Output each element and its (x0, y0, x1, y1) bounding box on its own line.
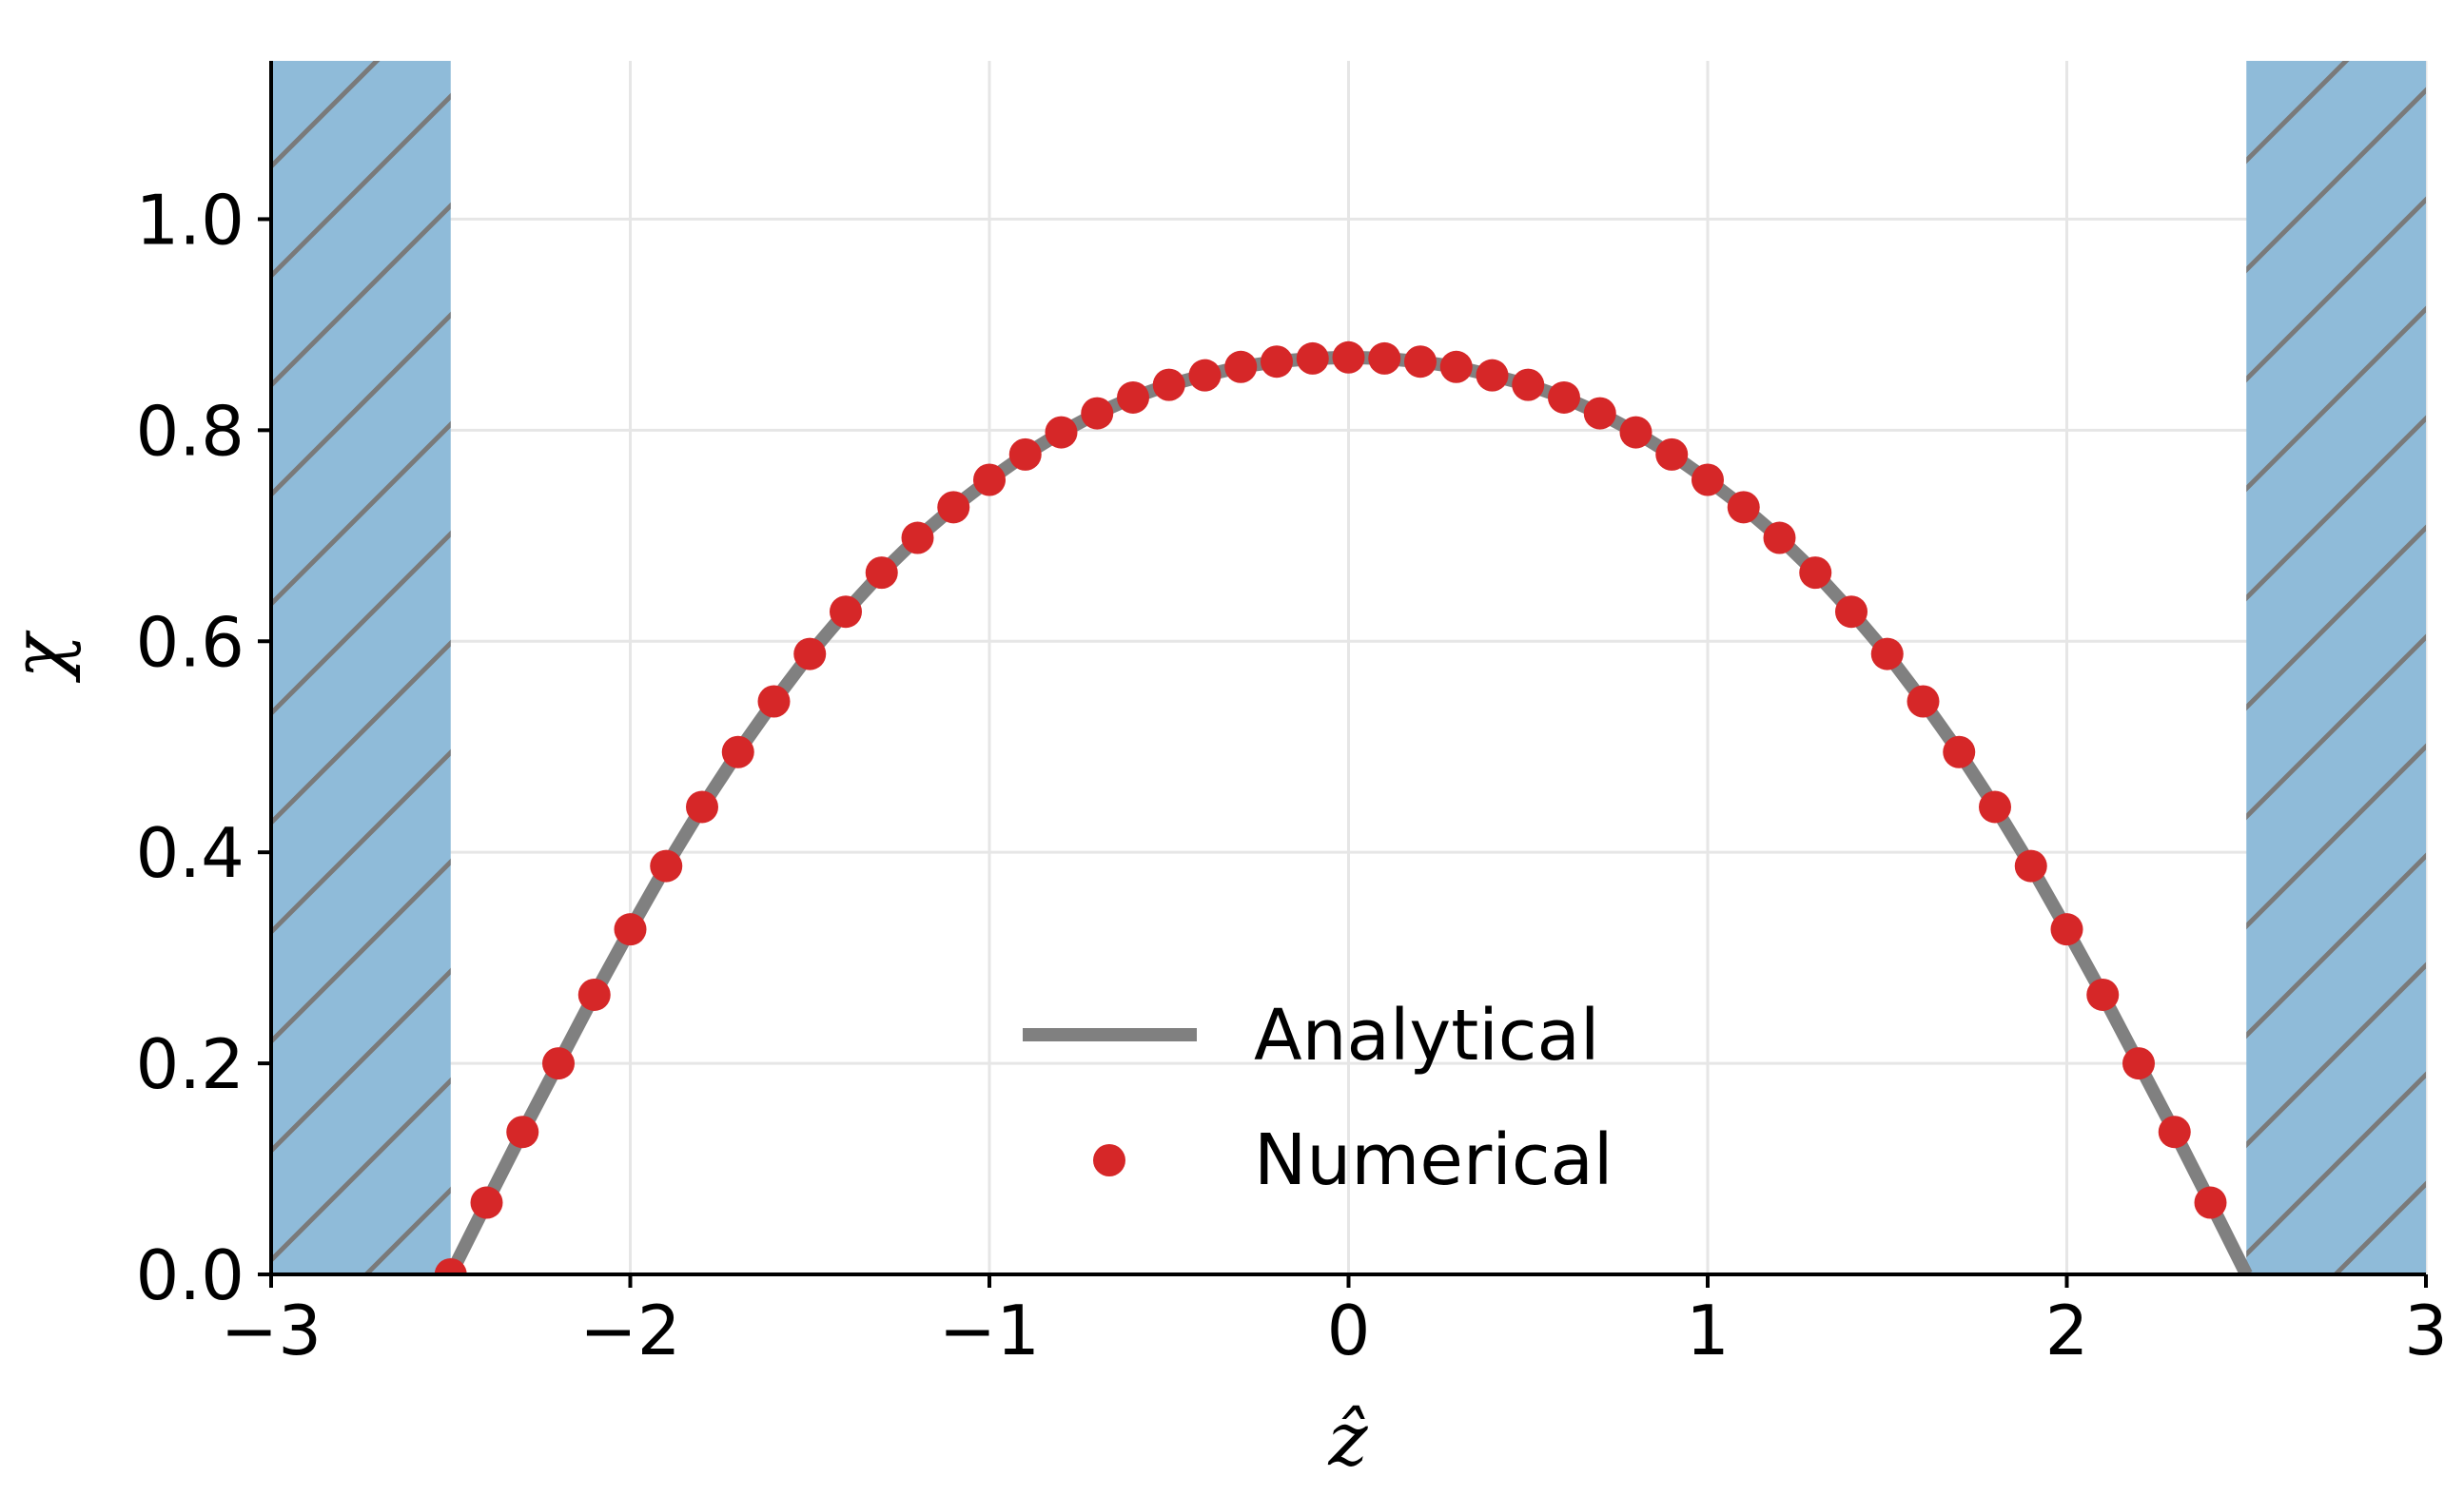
data-point-numerical-43 (1979, 790, 2011, 824)
data-point-numerical-22 (1224, 350, 1258, 383)
y-tick-label-2: 0.4 (135, 813, 244, 893)
data-point-numerical-13 (901, 521, 934, 554)
data-point-numerical-1 (470, 1186, 503, 1219)
data-point-numerical-10 (793, 637, 827, 670)
data-point-numerical-47 (2122, 1047, 2155, 1080)
data-point-numerical-3 (542, 1047, 575, 1080)
x-axis-label: ẑ (1327, 1397, 1368, 1483)
data-point-numerical-29 (1476, 359, 1509, 392)
data-point-numerical-15 (973, 463, 1006, 496)
x-tick-label-4: 1 (1686, 1291, 1730, 1370)
grid (269, 61, 2428, 1276)
legend-numerical-label: Numerical (1254, 1119, 1613, 1201)
ticks: −3 −2 −1 0 1 2 3 0.0 0.2 0.4 0.6 0.8 1.0 (135, 180, 2447, 1370)
data-point-numerical-9 (757, 685, 791, 718)
shaded-region-hatch-0 (271, 61, 451, 1274)
y-tick-label-5: 1.0 (135, 180, 244, 260)
data-point-numerical-44 (2014, 849, 2047, 883)
y-tick-label-0: 0.0 (135, 1235, 244, 1315)
data-point-numerical-20 (1152, 368, 1185, 401)
data-point-numerical-38 (1799, 556, 1832, 590)
data-point-numerical-35 (1692, 463, 1724, 496)
data-point-numerical-49 (2194, 1186, 2227, 1219)
x-tick-label-2: −1 (939, 1291, 1040, 1370)
data-point-numerical-30 (1512, 368, 1545, 401)
data-point-numerical-27 (1404, 345, 1437, 379)
y-axis-label: χ (0, 630, 83, 684)
data-point-numerical-31 (1548, 380, 1580, 414)
data-point-numerical-6 (650, 849, 683, 883)
data-point-numerical-12 (865, 556, 898, 590)
data-point-numerical-41 (1907, 685, 1940, 718)
data-point-numerical-19 (1117, 380, 1149, 414)
y-tick-label-4: 0.8 (135, 391, 244, 471)
data-point-numerical-5 (614, 913, 647, 946)
data-point-numerical-40 (1870, 637, 1904, 670)
data-point-numerical-14 (937, 491, 970, 524)
data-point-numerical-18 (1081, 397, 1114, 430)
data-point-numerical-34 (1655, 437, 1689, 471)
x-tick-label-6: 3 (2404, 1291, 2448, 1370)
x-tick-label-1: −2 (579, 1291, 680, 1370)
data-point-numerical-45 (2050, 913, 2083, 946)
legend-analytical-label: Analytical (1254, 995, 1599, 1077)
y-tick-label-3: 0.6 (135, 602, 244, 682)
shaded-region-hatch-1 (2246, 61, 2426, 1274)
legend: Analytical Numerical (1023, 995, 1613, 1201)
data-point-numerical-36 (1727, 491, 1760, 524)
x-tick-label-5: 2 (2045, 1291, 2089, 1370)
data-point-numerical-33 (1619, 416, 1652, 449)
data-point-numerical-0 (434, 1258, 467, 1274)
data-point-numerical-16 (1008, 437, 1042, 471)
x-tick-label-3: 0 (1327, 1291, 1371, 1370)
data-point-numerical-7 (686, 790, 718, 824)
data-point-numerical-28 (1439, 350, 1473, 383)
data-point-numerical-21 (1188, 359, 1222, 392)
data-point-numerical-8 (721, 735, 754, 768)
data-point-numerical-17 (1045, 416, 1078, 449)
data-point-numerical-46 (2086, 978, 2120, 1011)
data-point-numerical-37 (1763, 521, 1796, 554)
data-point-numerical-23 (1261, 345, 1293, 379)
series-layer (434, 340, 2253, 1274)
data-point-numerical-48 (2158, 1116, 2191, 1149)
data-point-numerical-11 (830, 595, 862, 629)
data-point-numerical-4 (577, 978, 611, 1011)
y-tick-label-1: 0.2 (135, 1024, 244, 1104)
data-point-numerical-42 (1943, 735, 1976, 768)
data-point-numerical-24 (1296, 341, 1329, 375)
legend-numerical-marker (1093, 1144, 1125, 1176)
data-point-numerical-26 (1368, 341, 1401, 375)
data-point-numerical-2 (506, 1116, 539, 1149)
shaded-regions (271, 61, 2426, 1274)
data-point-numerical-32 (1583, 397, 1616, 430)
x-tick-label-0: −3 (221, 1291, 322, 1370)
data-point-numerical-39 (1835, 595, 1868, 629)
data-point-numerical-25 (1332, 340, 1365, 374)
